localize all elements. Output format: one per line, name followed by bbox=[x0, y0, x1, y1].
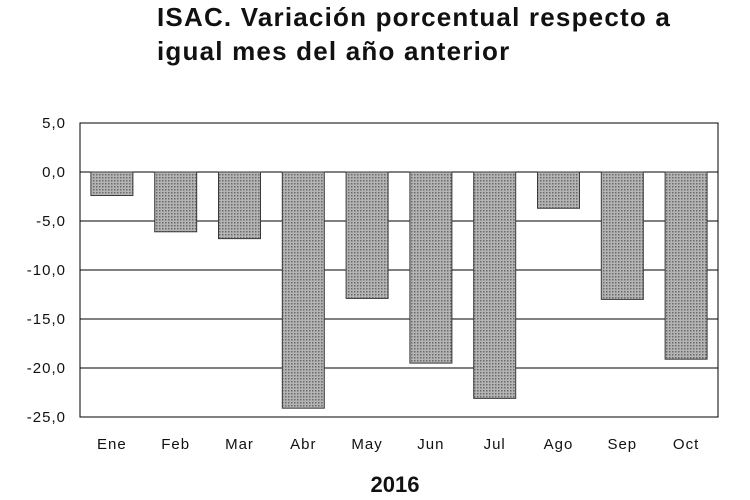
bar-ene bbox=[90, 171, 134, 197]
y-tick-label: -25,0 bbox=[27, 409, 66, 426]
bar-abr bbox=[281, 171, 325, 409]
x-tick-label: Jun bbox=[417, 436, 444, 453]
bar-ago bbox=[537, 171, 580, 209]
x-tick-label: Mar bbox=[225, 436, 254, 453]
y-tick-label: -15,0 bbox=[27, 311, 66, 328]
x-axis-tick-labels: Ene Feb Mar Abr May Jun Jul Ago Sep Oct bbox=[97, 436, 699, 453]
x-tick-label: Jul bbox=[484, 436, 506, 453]
bar-jun bbox=[409, 171, 453, 364]
y-tick-label: 5,0 bbox=[42, 115, 66, 132]
bar-oct bbox=[664, 171, 708, 360]
x-tick-label: Sep bbox=[607, 436, 637, 453]
x-tick-label: May bbox=[351, 436, 382, 453]
x-axis-label: 2016 bbox=[371, 472, 420, 497]
x-tick-label: Abr bbox=[290, 436, 316, 453]
chart-title-line-1: ISAC. Variación porcentual respecto a bbox=[157, 2, 671, 32]
bar-mar bbox=[218, 171, 261, 240]
chart-title-line-2: igual mes del año anterior bbox=[157, 36, 511, 66]
y-tick-label: 0,0 bbox=[42, 164, 66, 181]
bar-sep bbox=[600, 171, 644, 300]
x-tick-label: Feb bbox=[161, 436, 190, 453]
x-tick-label: Ene bbox=[97, 436, 127, 453]
y-axis-tick-labels: 5,0 0,0 -5,0 -10,0 -15,0 -20,0 -25,0 bbox=[27, 115, 66, 426]
x-tick-label: Ago bbox=[544, 436, 574, 453]
y-tick-label: -5,0 bbox=[36, 213, 66, 230]
y-tick-label: -20,0 bbox=[27, 360, 66, 377]
bar-jul bbox=[473, 171, 517, 399]
plot-area-frame bbox=[79, 122, 719, 418]
bar-feb bbox=[154, 171, 198, 233]
x-tick-label: Oct bbox=[673, 436, 699, 453]
y-tick-label: -10,0 bbox=[27, 262, 66, 279]
bars bbox=[90, 171, 708, 409]
bar-may bbox=[345, 171, 389, 299]
